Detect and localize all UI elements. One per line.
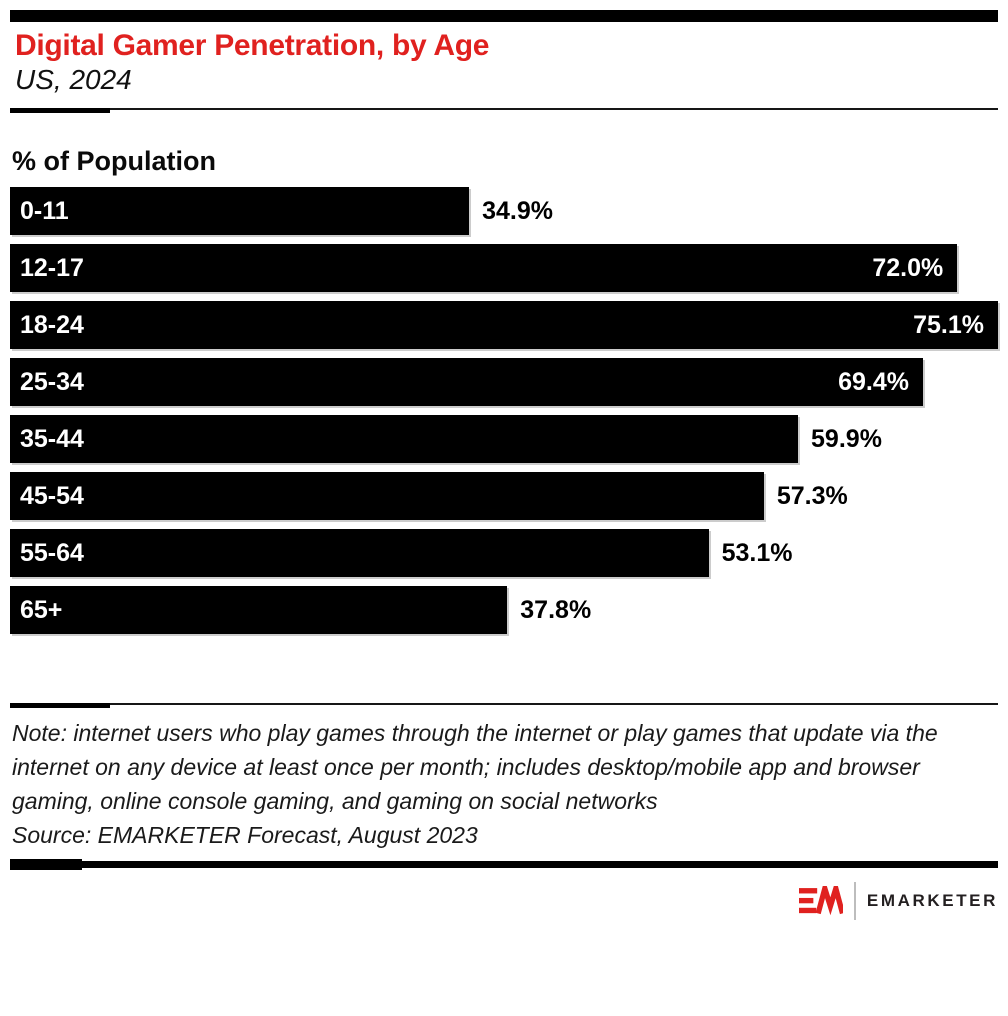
bar-row: 55-64 53.1% (10, 529, 998, 577)
header-divider-thin (10, 108, 998, 110)
bar-value-label: 59.9% (811, 424, 882, 453)
bar-value-label: 53.1% (721, 538, 793, 567)
bar: 65+ (10, 586, 508, 634)
bar-chart: 0-11 34.9% 12-17 72.0% 18-24 75.1% 25-34 69.4% 3… (10, 187, 998, 634)
source-line: Source: EMARKETER Forecast, August 2023 (12, 822, 478, 848)
note-line: Note: internet users who play games thro… (12, 720, 938, 746)
bar-category-label: 18-24 (20, 310, 84, 339)
bar-row: 45-54 57.3% (10, 472, 998, 520)
footer-divider-thick (10, 703, 110, 708)
bar-category-label: 35-44 (20, 424, 84, 453)
bar-category-label: 45-54 (20, 481, 84, 510)
top-rule (10, 10, 998, 22)
bar-value-label: 72.0% (872, 253, 944, 282)
note-block: Note: internet users who play games thro… (12, 716, 998, 852)
bar-value-label: 57.3% (776, 481, 848, 510)
bar-category-label: 25-34 (20, 367, 84, 396)
emarketer-logo-icon (798, 886, 843, 916)
footer-divider (10, 703, 998, 708)
bar-category-label: 12-17 (20, 253, 84, 282)
bar: 12-17 72.0% (10, 244, 958, 292)
logo-row: EMARKETER (10, 882, 998, 920)
bar-row: 0-11 34.9% (10, 187, 998, 235)
logo-separator (853, 882, 856, 920)
bar-row: 65+ 37.8% (10, 586, 998, 634)
bar-category-label: 65+ (20, 595, 63, 624)
bar: 0-11 (10, 187, 470, 235)
chart-title: Digital Gamer Penetration, by Age (15, 29, 490, 62)
bar-row: 18-24 75.1% (10, 301, 998, 349)
bottom-rule-thick (10, 859, 82, 870)
bottom-rule (10, 859, 998, 870)
footer-divider-thin (10, 703, 998, 705)
note-line: internet on any device at least once per… (12, 754, 920, 780)
bar-row: 35-44 59.9% (10, 415, 998, 463)
bar-value-label: 34.9% (482, 196, 554, 225)
header-divider-thick (10, 108, 110, 113)
bar-value-label: 37.8% (520, 595, 592, 624)
bar-category-label: 0-11 (20, 196, 69, 225)
bar: 55-64 (10, 529, 709, 577)
header-divider (10, 108, 998, 113)
axis-unit-label: % of Population (12, 146, 216, 176)
note-line: gaming, online console gaming, and gamin… (12, 788, 658, 814)
bar: 18-24 75.1% (10, 301, 998, 349)
bar-category-label: 55-64 (20, 538, 84, 567)
bar: 45-54 (10, 472, 764, 520)
bar-row: 12-17 72.0% (10, 244, 998, 292)
bar-value-label: 75.1% (913, 310, 984, 339)
logo-wordmark: EMARKETER (866, 891, 998, 910)
bar-row: 25-34 69.4% (10, 358, 998, 406)
bottom-rule-thin (82, 861, 998, 868)
bar: 25-34 69.4% (10, 358, 923, 406)
bar-value-label: 69.4% (838, 367, 909, 396)
bar: 35-44 (10, 415, 799, 463)
chart-subtitle: US, 2024 (15, 64, 132, 95)
